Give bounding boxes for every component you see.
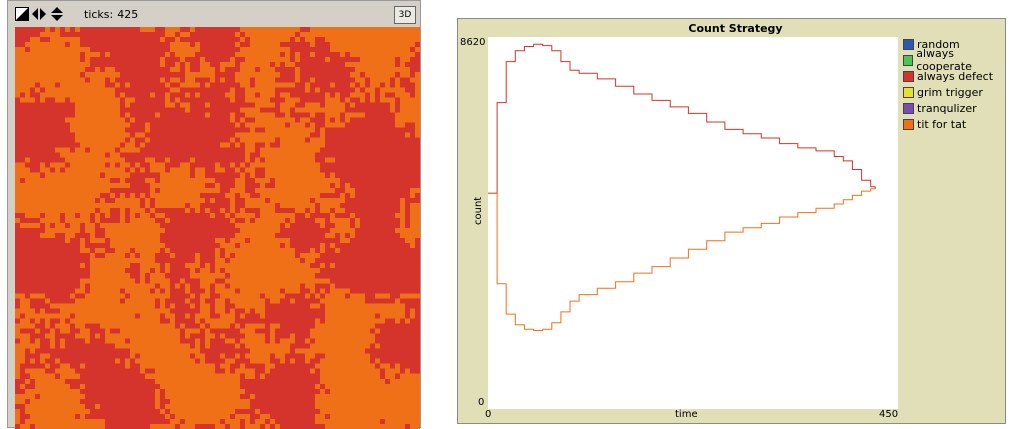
legend-item: always defect [903, 68, 1005, 84]
up-down-arrows-icon[interactable] [50, 7, 64, 21]
x-max-label: 450 [879, 409, 899, 420]
plot-area[interactable] [488, 37, 898, 409]
legend-label: always cooperate [916, 47, 972, 73]
plot-lines [488, 43, 876, 331]
series-line-tit-for-tat [488, 188, 876, 331]
plot-title: Count Strategy [688, 22, 783, 35]
legend-item: random [903, 36, 1005, 52]
left-right-arrows-icon[interactable] [32, 7, 46, 21]
legend-swatch [903, 118, 914, 130]
view-toolbar: ticks: 425 3D [8, 1, 420, 27]
legend-label: tranqulizer [917, 101, 977, 115]
x-min-label: 0 [485, 409, 492, 420]
ticks-label: ticks: [84, 8, 114, 21]
y-min-label: 0 [478, 397, 485, 408]
legend-label: tit for tat [917, 117, 967, 131]
legend: random always cooperate always defect grim … [903, 36, 1005, 132]
plot-panel: Count Strategy 8620 0 count 0 time 450 r… [457, 18, 1006, 424]
edit-icon[interactable] [15, 7, 29, 21]
world-view-panel: ticks: 425 3D [7, 0, 421, 429]
y-max-label: 8620 [460, 37, 486, 48]
3d-view-button[interactable]: 3D [394, 6, 416, 24]
ticks-value: 425 [117, 8, 139, 21]
legend-item: tit for tat [903, 116, 1005, 132]
legend-swatch [903, 70, 914, 82]
legend-label: grim trigger [917, 85, 983, 99]
series-line-always-defect [488, 43, 876, 194]
y-axis-label: count [473, 196, 484, 225]
legend-item: tranqulizer [903, 100, 1005, 116]
legend-swatch [903, 102, 914, 114]
legend-item: grim trigger [903, 84, 1005, 100]
ticks-counter: ticks: 425 [84, 8, 142, 21]
legend-swatch [903, 86, 914, 98]
legend-swatch [903, 54, 914, 66]
x-axis-label: time [675, 409, 698, 420]
legend-label: always defect [917, 69, 994, 83]
world-canvas[interactable] [15, 27, 420, 429]
legend-item: always cooperate [903, 47, 1005, 73]
legend-swatch [903, 38, 914, 50]
legend-label: random [917, 37, 960, 51]
